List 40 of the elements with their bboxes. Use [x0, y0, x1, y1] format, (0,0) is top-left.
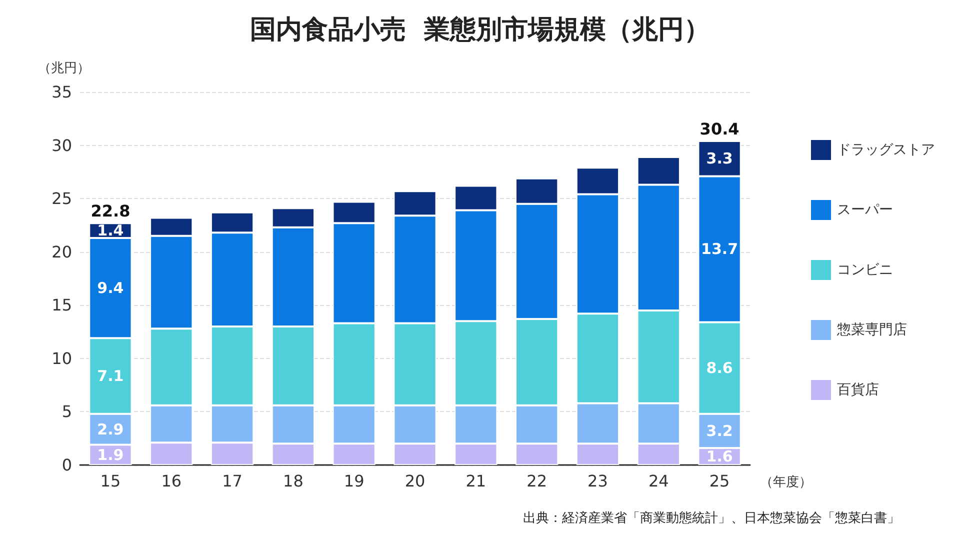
x-tick-label: 22 [526, 472, 547, 490]
x-tick-label: 16 [161, 472, 182, 490]
chart-title: 国内食品小売 業態別市場規模（兆円） [250, 15, 710, 45]
legend-label: ドラッグストア [837, 142, 935, 158]
y-tick-label: 10 [52, 348, 72, 368]
data-label: 8.6 [706, 359, 733, 378]
y-axis-title: （兆円） [38, 61, 90, 76]
data-label: 1.6 [706, 447, 733, 466]
data-label: 2.9 [97, 420, 124, 438]
data-label: 9.4 [97, 279, 124, 298]
x-tick-label: 24 [648, 472, 669, 490]
legend-label: 惣菜専門店 [836, 322, 907, 338]
data-label: 1.9 [97, 446, 124, 464]
legend-label: 百貨店 [837, 382, 879, 398]
y-tick-label: 15 [52, 296, 72, 315]
x-tick-label: 25 [709, 472, 730, 490]
data-label: 1.4 [97, 222, 124, 240]
y-tick-label: 35 [52, 82, 72, 102]
x-tick-label: 19 [344, 472, 364, 490]
y-tick-label: 20 [52, 242, 72, 262]
data-label: 13.7 [701, 240, 738, 258]
data-label: 3.3 [706, 150, 733, 168]
x-tick-label: 18 [283, 472, 304, 490]
data-label: 7.1 [97, 367, 124, 386]
y-tick-label: 25 [52, 189, 72, 208]
x-tick-label: 21 [466, 472, 486, 490]
x-tick-label: 17 [222, 472, 242, 490]
x-tick-label: 23 [588, 472, 608, 490]
source-note: 出典：経済産業省「商業動態統計」、日本惣菜協会「惣菜白書」 [523, 510, 900, 526]
legend-label: コンビニ [837, 262, 893, 278]
x-tick-label: 20 [404, 472, 426, 490]
data-label: 3.2 [706, 422, 733, 440]
x-axis-title: （年度） [760, 474, 812, 490]
y-tick-label: 0 [62, 456, 72, 474]
x-tick-label: 15 [100, 472, 121, 490]
total-label: 30.4 [700, 120, 740, 139]
y-tick-label: 5 [62, 402, 72, 422]
y-tick-label: 30 [52, 136, 72, 155]
total-label: 22.8 [90, 202, 130, 221]
legend-label: スーパー [837, 202, 893, 218]
